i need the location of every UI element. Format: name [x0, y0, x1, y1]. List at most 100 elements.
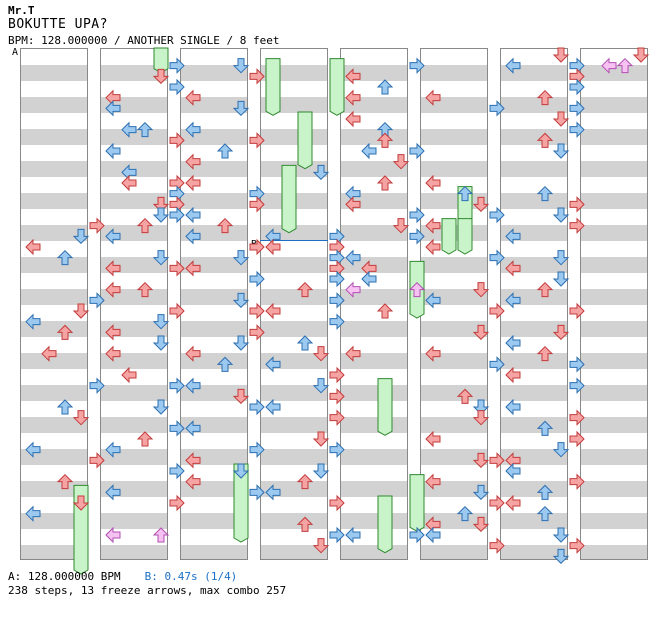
step-arrow-1-5: [89, 292, 105, 309]
step-arrow-4-16: [329, 366, 345, 384]
step-arrow-2-16: [152, 207, 170, 223]
step-arrow-5-19: [361, 270, 377, 288]
step-arrow-7-21: [505, 292, 521, 309]
step-arrow-2-24: [136, 281, 154, 298]
step-arrow-4-11: [265, 302, 281, 320]
step-arrow-5-24: [345, 526, 361, 544]
step-arrow-2-9: [105, 142, 121, 160]
step-arrow-7-18: [505, 260, 521, 277]
step-arrow-5-13: [345, 196, 361, 213]
step-arrow-8-1: [632, 47, 650, 63]
step-arrow-5-15: [392, 218, 410, 234]
step-arrow-3-9: [185, 174, 201, 192]
speed-change-line: [260, 240, 328, 241]
step-arrow-4-20: [329, 409, 345, 426]
bpm-b-info: B: 0.47s (1/4): [144, 570, 238, 583]
step-arrow-6-19: [425, 430, 441, 448]
step-arrow-4-19: [265, 398, 281, 416]
step-arrow-3-20: [249, 302, 265, 320]
step-arrow-3-22: [232, 335, 250, 351]
step-arrow-6-21: [489, 452, 505, 469]
step-arrow-7-6: [536, 89, 554, 106]
step-arrow-7-12: [536, 185, 554, 202]
step-arrow-5-3: [376, 79, 394, 95]
step-arrow-6-29: [489, 537, 505, 554]
step-arrow-2-39: [105, 526, 121, 544]
step-arrow-6-1: [425, 89, 441, 106]
freeze-arrow-4-3: [297, 111, 313, 170]
lane-column-1: [20, 48, 88, 560]
step-arrow-2-29: [105, 345, 121, 362]
step-arrow-2-1: [169, 57, 185, 74]
chart-summary: 238 steps, 13 freeze arrows, max combo 2…: [8, 584, 287, 597]
step-arrow-1-8: [56, 324, 74, 340]
step-arrow-1-12: [72, 410, 90, 426]
step-arrow-7-35: [505, 462, 521, 480]
step-arrow-3-3: [185, 89, 201, 106]
step-arrow-5-20: [345, 281, 361, 298]
lane-column-4: [260, 48, 328, 560]
step-arrow-6-11: [425, 292, 441, 309]
step-arrow-6-20: [472, 452, 490, 469]
step-arrow-2-26: [152, 314, 170, 330]
song-title: BOKUTTE UPA?: [8, 17, 108, 32]
step-arrow-2-5: [105, 100, 121, 117]
step-arrow-3-12: [185, 206, 201, 224]
step-arrow-6-13: [472, 324, 490, 341]
step-arrow-6-6: [489, 206, 505, 224]
step-arrow-7-37: [536, 484, 554, 500]
step-arrow-5-11: [376, 175, 394, 191]
step-arrow-5-2: [345, 68, 361, 85]
step-arrow-2-6: [121, 121, 137, 138]
step-arrow-7-5: [569, 78, 585, 96]
step-arrow-7-11: [552, 143, 570, 159]
step-arrow-4-9: [296, 281, 314, 298]
step-arrow-6-23: [472, 484, 490, 501]
step-arrow-5-17: [345, 249, 361, 266]
step-arrow-7-14: [552, 207, 570, 223]
step-arrow-7-39: [536, 505, 554, 522]
step-arrow-2-17: [169, 206, 185, 224]
step-arrow-2-21: [105, 260, 121, 277]
step-arrow-1-13: [25, 441, 41, 458]
freeze-arrow-3-1: [233, 463, 249, 543]
step-arrow-4-1: [312, 164, 330, 181]
step-arrow-3-28: [185, 420, 201, 437]
step-arrow-3-19: [232, 292, 250, 309]
step-arrow-2-27: [105, 324, 121, 341]
step-arrow-1-2: [72, 228, 90, 245]
step-arrow-3-27: [249, 398, 265, 416]
step-arrow-2-40: [152, 527, 170, 543]
freeze-arrow-5-3: [409, 474, 425, 532]
step-arrow-2-18: [136, 217, 154, 234]
step-arrow-5-9: [409, 142, 425, 160]
step-arrow-2-11: [121, 174, 137, 192]
step-arrow-1-4: [56, 249, 74, 266]
bpm-a-info: A: 128.000000 BPM: [8, 570, 121, 583]
step-arrow-6-18: [472, 410, 490, 426]
step-arrow-2-30: [121, 366, 137, 384]
step-arrow-6-25: [456, 505, 474, 522]
step-arrow-7-41: [569, 537, 585, 554]
step-arrow-7-40: [552, 527, 570, 543]
step-arrow-3-30: [185, 452, 201, 469]
step-arrow-3-13: [216, 217, 234, 234]
step-arrow-7-10: [536, 132, 554, 148]
step-arrow-3-29: [249, 441, 265, 458]
step-arrow-2-23: [105, 281, 121, 298]
step-arrow-2-37: [105, 484, 121, 501]
step-arrow-2-28: [152, 335, 170, 351]
step-arrow-7-32: [569, 430, 585, 448]
step-arrow-5-8: [361, 142, 377, 160]
step-arrow-7-31: [536, 420, 554, 436]
step-arrow-7-38: [505, 494, 521, 512]
step-arrow-7-25: [536, 345, 554, 362]
freeze-arrow-4-1: [265, 58, 281, 116]
step-arrow-7-16: [505, 228, 521, 245]
step-arrow-6-7: [425, 217, 441, 234]
freeze-arrow-6-3: [457, 218, 473, 255]
step-arrow-7-15: [569, 217, 585, 234]
step-arrow-6-22: [425, 473, 441, 490]
step-arrow-6-12: [489, 302, 505, 320]
step-arrow-1-3: [25, 238, 41, 256]
